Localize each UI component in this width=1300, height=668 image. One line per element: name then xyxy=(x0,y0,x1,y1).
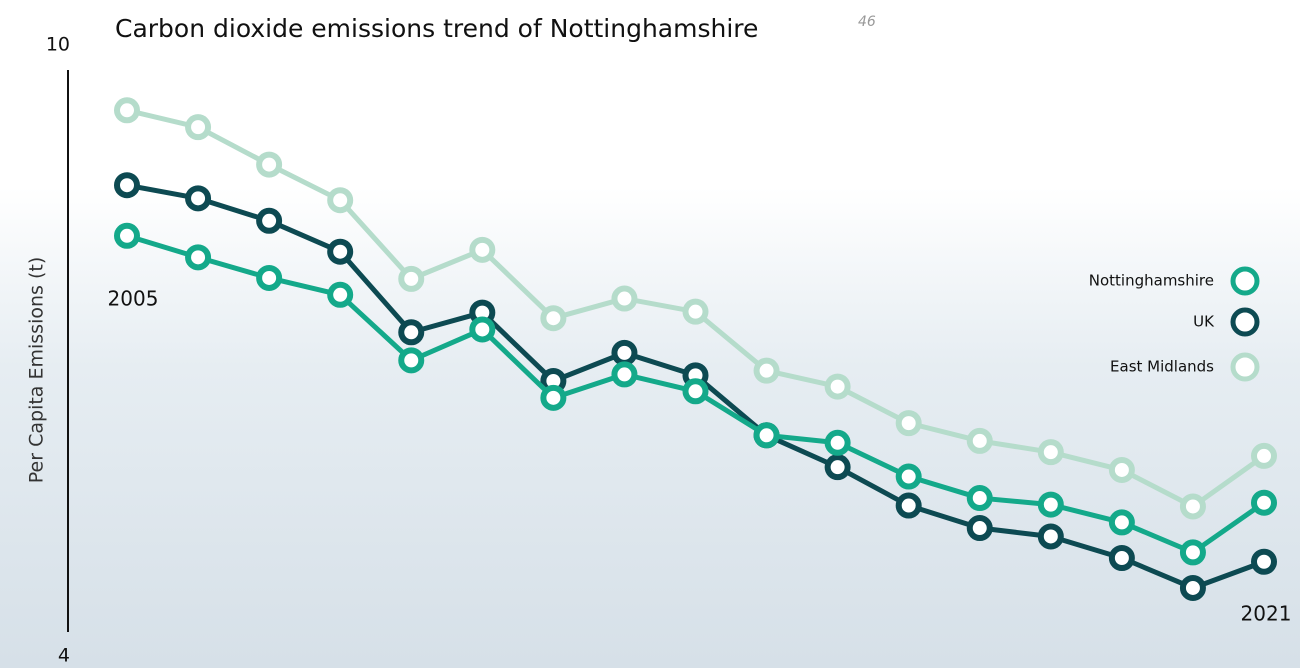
data-point xyxy=(611,339,638,366)
legend-marker xyxy=(1230,266,1260,296)
data-point xyxy=(256,207,283,234)
y-axis-label: Per Capita Emissions (t) xyxy=(26,257,48,483)
legend-label: UK xyxy=(1193,313,1215,331)
data-point xyxy=(824,454,851,481)
data-point xyxy=(398,319,425,346)
data-point xyxy=(611,361,638,388)
data-point xyxy=(185,244,212,271)
data-point xyxy=(895,463,922,490)
legend-label: East Midlands xyxy=(1110,358,1214,376)
data-point xyxy=(327,281,354,308)
data-point xyxy=(1108,545,1135,572)
y-tick-label: 4 xyxy=(58,645,70,667)
data-point xyxy=(966,515,993,542)
data-point xyxy=(1179,493,1206,520)
data-point xyxy=(256,264,283,291)
data-point xyxy=(895,492,922,519)
data-point xyxy=(540,305,567,332)
data-point xyxy=(753,422,780,449)
data-point xyxy=(966,485,993,512)
data-point xyxy=(753,357,780,384)
data-point xyxy=(611,285,638,312)
data-point xyxy=(185,114,212,141)
data-point xyxy=(114,172,140,199)
legend-label: Nottinghamshire xyxy=(1089,272,1214,290)
data-point xyxy=(469,236,496,263)
data-point xyxy=(1179,539,1206,566)
x-tick-label: 2021 xyxy=(1241,602,1292,626)
data-point xyxy=(1179,574,1206,601)
x-tick-label: 2005 xyxy=(108,287,159,311)
data-point xyxy=(114,222,140,249)
data-point xyxy=(469,316,496,343)
data-point xyxy=(1037,439,1064,466)
data-point xyxy=(256,151,283,178)
data-point xyxy=(540,384,567,411)
data-point xyxy=(1037,491,1064,518)
data-point xyxy=(114,97,140,124)
data-point xyxy=(682,378,709,405)
legend-marker xyxy=(1230,352,1260,382)
data-point xyxy=(682,298,709,325)
title-note: 46 xyxy=(858,14,876,30)
data-point xyxy=(1251,442,1277,469)
chart-title: Carbon dioxide emissions trend of Nottin… xyxy=(115,14,758,43)
data-point xyxy=(398,265,425,292)
data-point xyxy=(1251,548,1277,575)
legend-marker xyxy=(1230,307,1260,337)
data-point xyxy=(824,373,851,400)
data-point xyxy=(398,347,425,374)
y-tick-label: 10 xyxy=(46,34,70,56)
data-point xyxy=(1108,456,1135,483)
data-point xyxy=(185,185,212,212)
data-point xyxy=(1108,509,1135,536)
data-point xyxy=(824,429,851,456)
data-point xyxy=(327,187,354,214)
data-point xyxy=(1037,523,1064,550)
data-point xyxy=(1251,489,1277,516)
data-point xyxy=(327,238,354,265)
data-point xyxy=(895,410,922,437)
data-point xyxy=(966,427,993,454)
